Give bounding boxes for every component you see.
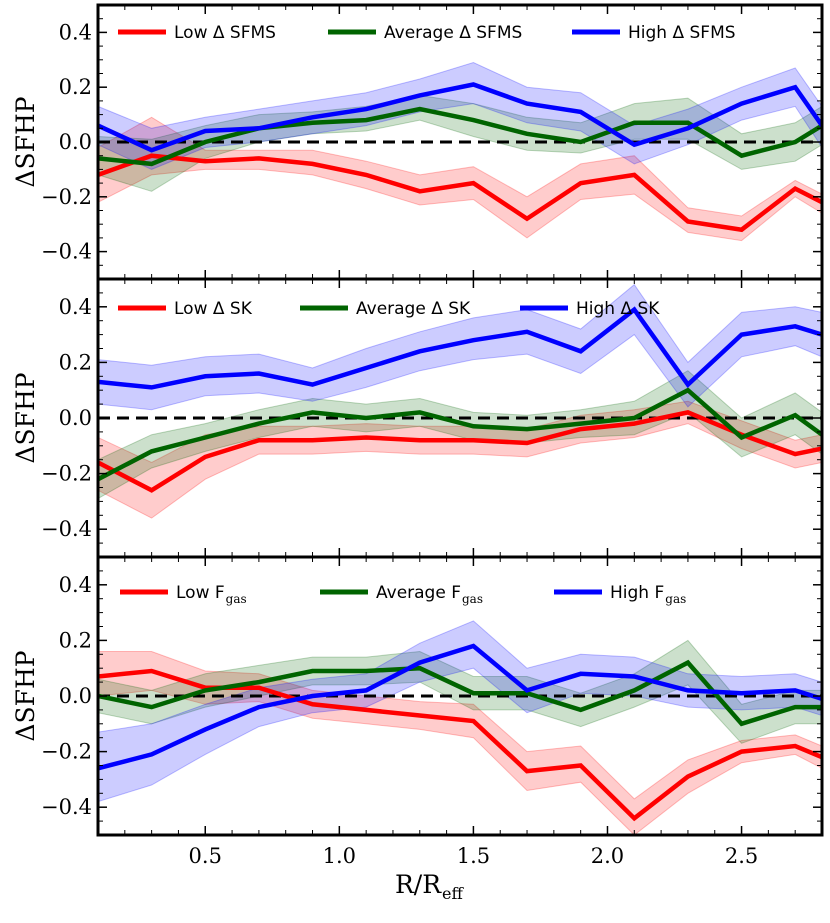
band-high bbox=[98, 620, 822, 803]
legend-label: Average Δ SK bbox=[356, 299, 471, 319]
x-axis-title: R/R bbox=[395, 870, 442, 899]
series-line-low bbox=[98, 153, 822, 233]
series-line-average bbox=[98, 106, 822, 167]
x-tick-label: 2.5 bbox=[725, 844, 758, 868]
y-axis-title: ΔSFHP bbox=[11, 372, 40, 463]
y-tick-label: 0.4 bbox=[59, 20, 92, 44]
band-average bbox=[98, 370, 822, 500]
y-tick-label: 0.0 bbox=[59, 130, 92, 154]
y-tick-label: −0.4 bbox=[41, 517, 92, 541]
legend-entry-low: Low Δ SFMS bbox=[118, 23, 276, 43]
y-axis-title: ΔSFHP bbox=[11, 96, 40, 187]
legend-entry-average: Average Δ SFMS bbox=[328, 23, 522, 43]
legend-label-subscript: gas bbox=[462, 592, 483, 606]
legend-label: Low F bbox=[176, 583, 225, 603]
legend-label: High F bbox=[610, 583, 664, 603]
x-tick-label: 0.5 bbox=[189, 844, 222, 868]
legend-entry-low: Low Δ SK bbox=[118, 299, 253, 319]
x-tick-label: 2.0 bbox=[591, 844, 624, 868]
legend-label-subscript: gas bbox=[226, 592, 247, 606]
y-tick-label: −0.4 bbox=[41, 795, 92, 819]
band-average bbox=[98, 639, 822, 744]
y-axis-title: ΔSFHP bbox=[11, 650, 40, 741]
plot-area bbox=[98, 620, 822, 835]
legend-label-subscript: gas bbox=[665, 592, 686, 606]
series-line-high bbox=[98, 306, 822, 390]
series-line-low bbox=[98, 410, 822, 493]
panel-sk: 0.4 0.2 0.0 −0.2 −0.4 ΔSFHP Low Δ SK Average Δ … bbox=[11, 277, 824, 559]
band-low bbox=[98, 400, 822, 519]
y-tick-label: 0.4 bbox=[59, 295, 92, 319]
band-average bbox=[98, 94, 822, 192]
series-line-high bbox=[98, 643, 822, 771]
y-tick-label: 0.0 bbox=[59, 684, 92, 708]
legend-label: Low Δ SK bbox=[174, 299, 253, 319]
legend-entry-high: High Δ SK bbox=[520, 299, 660, 319]
plot-area bbox=[98, 283, 822, 519]
y-tick-label: −0.2 bbox=[41, 740, 92, 764]
x-tick-label: 1.5 bbox=[457, 844, 490, 868]
band-low bbox=[98, 116, 822, 242]
panel-sfms: 0.4 0.2 0.0 −0.2 −0.4 ΔSFHP Low Δ SFMS Average … bbox=[11, 3, 824, 281]
y-tick-label: 0.2 bbox=[59, 75, 92, 99]
y-tick-label: −0.2 bbox=[41, 185, 92, 209]
series-line-average bbox=[98, 387, 822, 482]
legend-label: Average F bbox=[376, 583, 461, 603]
y-tick-label: 0.2 bbox=[59, 350, 92, 374]
series-line-average bbox=[98, 659, 822, 727]
legend-entry-average: Average Δ SK bbox=[300, 299, 471, 319]
legend-label: High Δ SK bbox=[576, 299, 660, 319]
series-line-high bbox=[98, 82, 822, 153]
plot-area bbox=[98, 61, 822, 242]
legend-label: Average Δ SFMS bbox=[384, 23, 522, 43]
y-tick-label: −0.2 bbox=[41, 462, 92, 486]
legend-label: High Δ SFMS bbox=[628, 23, 736, 43]
x-tick-label: 1.0 bbox=[323, 844, 356, 868]
y-tick-label: 0.0 bbox=[59, 406, 92, 430]
y-tick-label: 0.2 bbox=[59, 628, 92, 652]
y-tick-label: −0.4 bbox=[41, 240, 92, 264]
legend-label: Low Δ SFMS bbox=[174, 23, 276, 43]
y-tick-label: 0.4 bbox=[59, 573, 92, 597]
x-axis-title-subscript: eff bbox=[442, 884, 464, 903]
legend-entry-high: High Δ SFMS bbox=[572, 23, 736, 43]
